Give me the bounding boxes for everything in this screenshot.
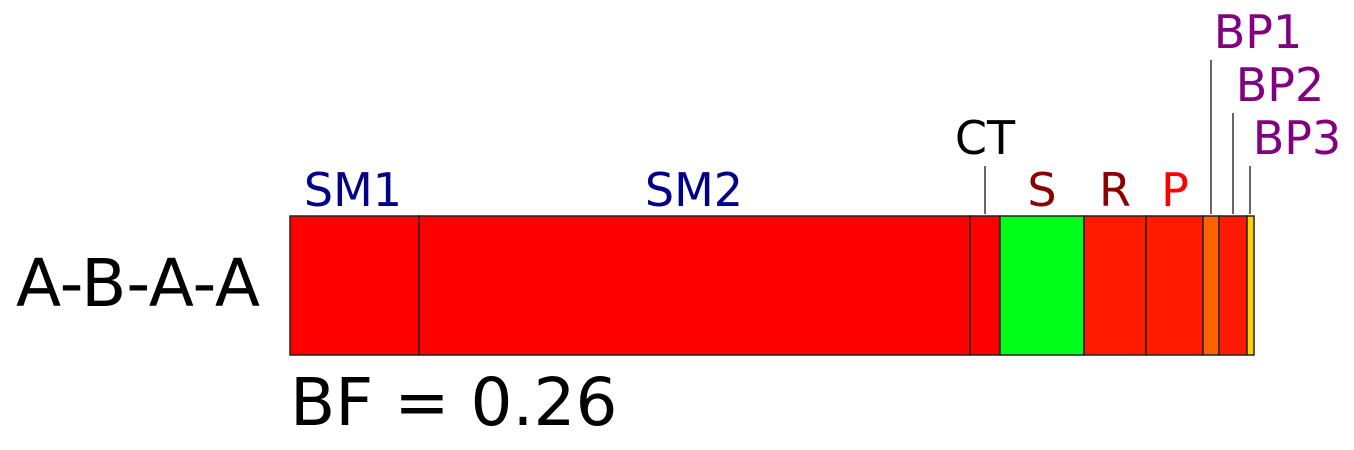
segment-r — [1083, 215, 1147, 356]
label-bp2: BP2 — [1236, 58, 1325, 112]
segment-sm1 — [289, 215, 420, 356]
label-ct: CT — [955, 111, 1016, 165]
row-label: A-B-A-A — [16, 245, 260, 322]
segment-bp1 — [1202, 215, 1220, 356]
label-p: P — [1161, 163, 1189, 217]
label-sm2: SM2 — [645, 163, 743, 217]
label-bp1: BP1 — [1214, 5, 1303, 59]
label-s: S — [1027, 163, 1056, 217]
segment-ct — [969, 215, 1001, 356]
segment-bp2 — [1218, 215, 1248, 356]
label-sm1: SM1 — [304, 163, 402, 217]
segment-p — [1145, 215, 1204, 356]
segment-s — [999, 215, 1085, 356]
bf-value: BF = 0.26 — [290, 364, 617, 441]
label-bp3: BP3 — [1253, 111, 1342, 165]
label-r: R — [1099, 163, 1131, 217]
segment-bp3 — [1246, 215, 1255, 356]
segment-sm2 — [418, 215, 971, 356]
domain-bar — [289, 215, 1255, 356]
